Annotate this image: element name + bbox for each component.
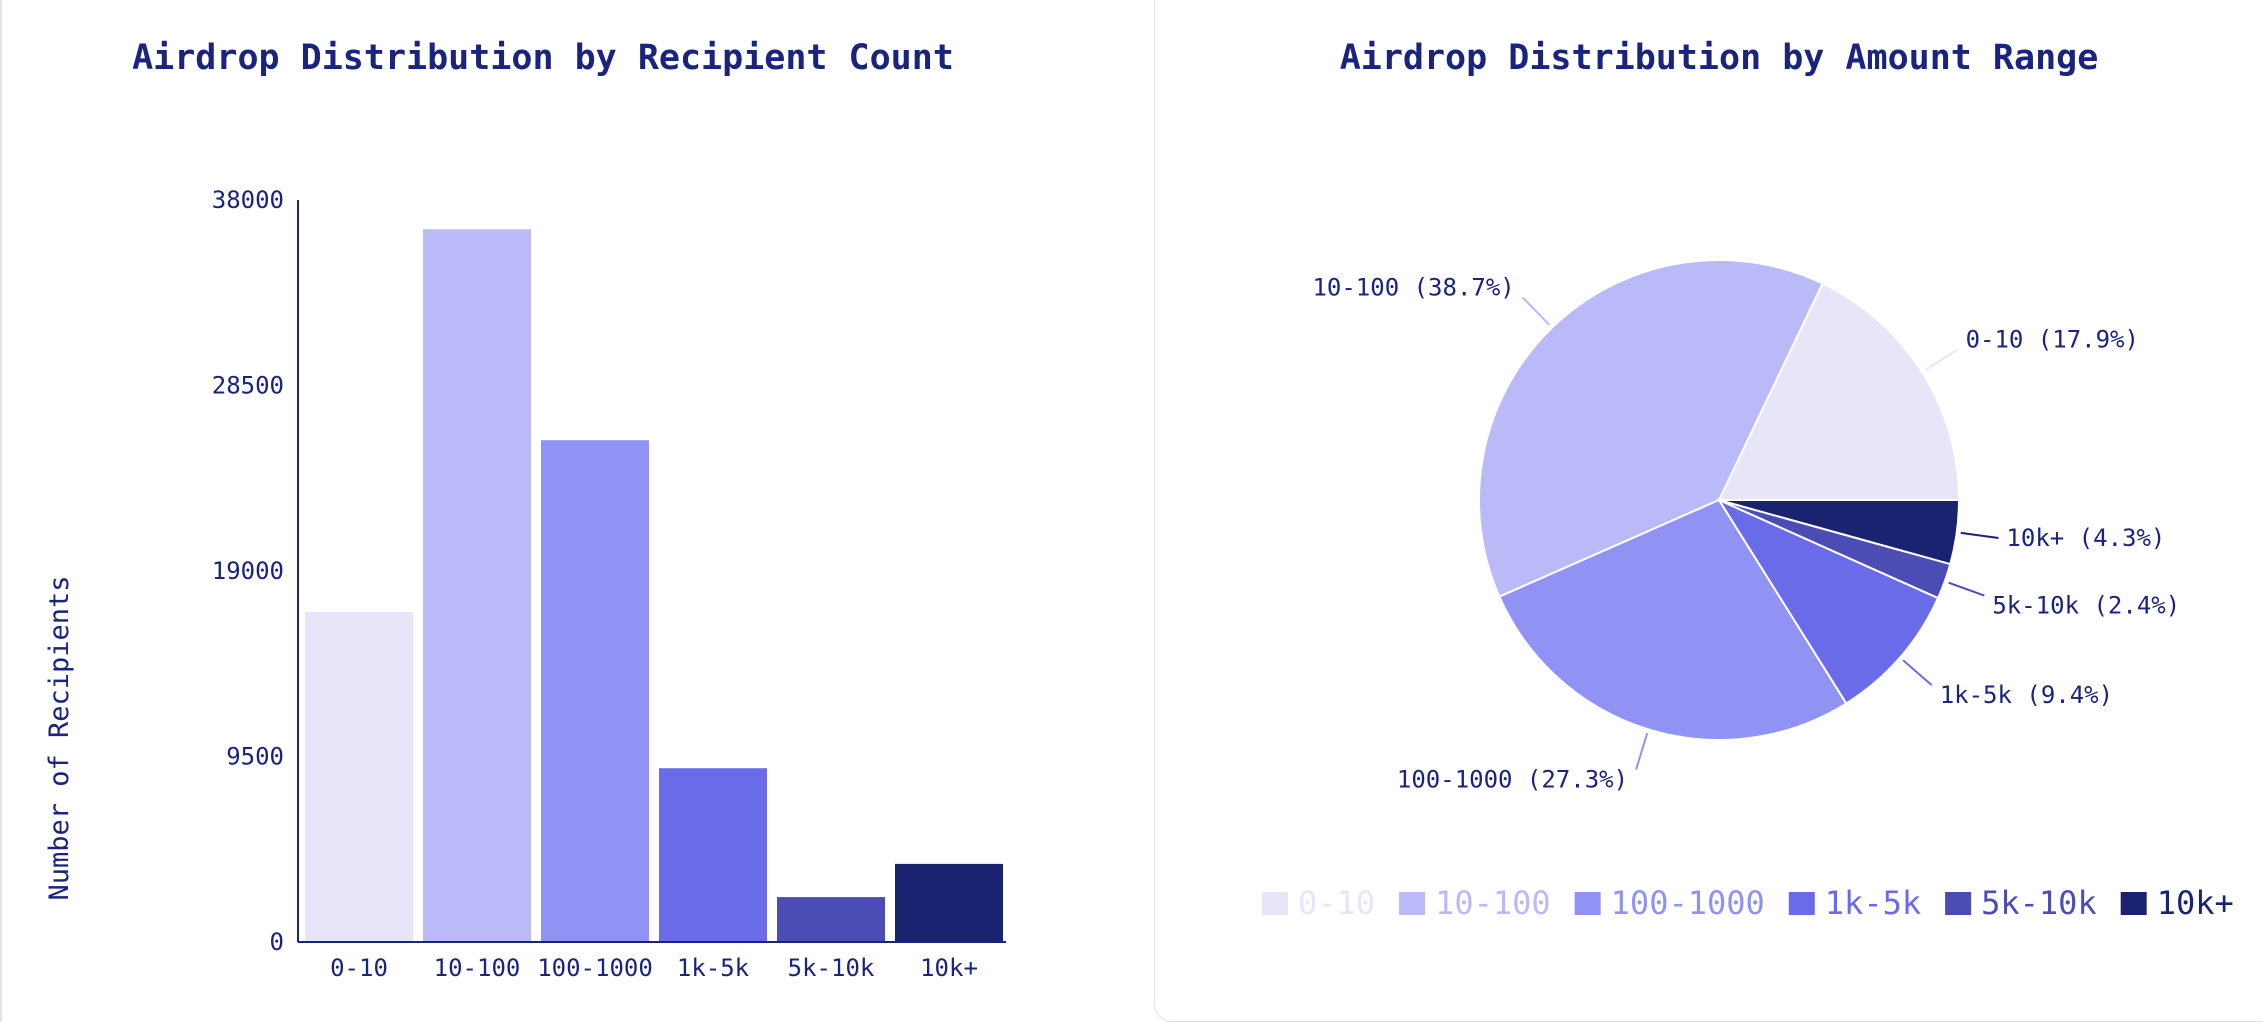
legend-item-5k-10k[interactable]: 5k-10k — [1945, 884, 2097, 922]
bar-10-100 — [423, 229, 531, 942]
legend-swatch — [1399, 892, 1426, 915]
legend-swatch — [1788, 892, 1815, 915]
pie-slice-label: 0-10 (17.9%) — [1966, 326, 2139, 354]
pie-leader-line — [1522, 296, 1550, 326]
legend-swatch — [1574, 892, 1601, 915]
legend-item-100-1000[interactable]: 100-1000 — [1574, 884, 1765, 922]
legend-item-0-10[interactable]: 0-10 — [1262, 884, 1375, 922]
pie-leader-line — [1960, 531, 1999, 539]
y-tick-label: 28500 — [212, 372, 284, 400]
pie-slice-label: 1k-5k (9.4%) — [1940, 681, 2113, 709]
pie-slice-0-10 — [1717, 282, 1961, 501]
legend-swatch — [1262, 892, 1288, 915]
bar-chart-title: Airdrop Distribution by Recipient Count — [132, 38, 954, 78]
pie-leader-line — [1948, 581, 1985, 597]
bar-series — [305, 229, 1003, 942]
y-tick-label: 0 — [270, 928, 284, 956]
legend-label: 5k-10k — [1981, 884, 2097, 922]
bar-0-10 — [305, 612, 413, 942]
legend-item-10-100[interactable]: 10-100 — [1399, 884, 1551, 922]
legend-label: 0-10 — [1298, 884, 1375, 922]
bar-100-1000 — [541, 440, 649, 942]
pie-slice-label: 10k+ (4.3%) — [2006, 524, 2165, 552]
x-tick-label: 100-1000 — [537, 954, 653, 982]
pie-legend: 0-10 10-100 100-1000 1k-5k 5k-10k 10k+ — [1262, 884, 2234, 922]
pie-leader-line — [1924, 348, 1959, 371]
legend-swatch — [1945, 892, 1972, 915]
legend-label: 10-100 — [1435, 884, 1551, 922]
bar-10k+ — [895, 863, 1003, 942]
y-tick-label: 9500 — [226, 743, 284, 771]
legend-item-1k-5k[interactable]: 1k-5k — [1788, 884, 1921, 922]
pie-slice-label: 10-100 (38.7%) — [1312, 273, 1514, 301]
pie-slice-1k-5k — [1716, 497, 1940, 705]
pie-slice-label: 100-1000 (27.3%) — [1397, 766, 1628, 794]
pie-leader-line — [1635, 732, 1649, 770]
pie-slice-10-100 — [1478, 259, 1824, 599]
legend-item-10k+[interactable]: 10k+ — [2120, 884, 2234, 922]
y-axis-label: Number of Recipients — [44, 575, 75, 900]
x-tick-label: 10k+ — [920, 954, 978, 982]
y-axis-ticks: 0 9500 19000 28500 38000 — [212, 186, 284, 956]
bar-1k-5k — [659, 768, 767, 942]
bar-5k-10k — [777, 897, 885, 942]
x-tick-label: 0-10 — [330, 954, 388, 982]
pie-slice-labels: 0-10 (17.9%) 10-100 (38.7%) 100-1000 (27.3… — [1312, 273, 2180, 793]
legend-label: 10k+ — [2157, 884, 2234, 922]
pie-chart-title: Airdrop Distribution by Amount Range — [1340, 38, 2099, 78]
pie-chart: Airdrop Distribution by Amount Range 0-1… — [1262, 38, 2234, 922]
charts-canvas: Airdrop Distribution by Recipient Count … — [44, 38, 2234, 982]
bar-chart: Airdrop Distribution by Recipient Count … — [44, 38, 1006, 982]
pie-slice-10k+ — [1718, 499, 1961, 566]
y-tick-label: 19000 — [212, 557, 284, 585]
y-tick-label: 38000 — [212, 186, 284, 214]
x-tick-label: 5k-10k — [788, 954, 875, 982]
pie-slice-100-1000 — [1498, 498, 1848, 741]
x-tick-label: 10-100 — [434, 954, 521, 982]
legend-label: 1k-5k — [1825, 884, 1921, 922]
pie-slice-label: 5k-10k (2.4%) — [1992, 592, 2180, 620]
pie-leader-line — [1902, 659, 1933, 686]
legend-label: 100-1000 — [1611, 884, 1765, 922]
pie-slices — [1478, 259, 1961, 741]
x-tick-label: 1k-5k — [677, 954, 750, 982]
x-axis-ticks: 0-10 10-100 100-1000 1k-5k 5k-10k 10k+ — [330, 954, 978, 982]
legend-swatch — [2120, 892, 2147, 915]
